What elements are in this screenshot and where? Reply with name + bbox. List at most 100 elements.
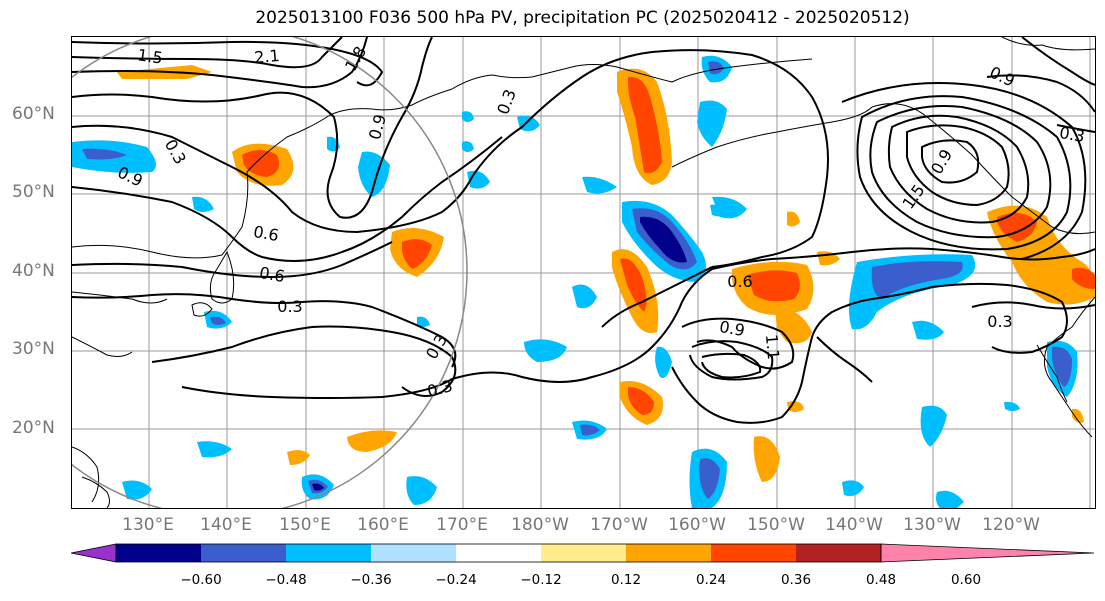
- shade-positive: [628, 76, 662, 174]
- shade-positive: [287, 450, 310, 465]
- latitude-label: 20°N: [12, 418, 55, 438]
- shade-positive: [402, 239, 432, 269]
- contour-label: 0.3: [1058, 123, 1086, 146]
- colorbar-tick-label: −0.24: [435, 572, 477, 588]
- colorbar-segment: [371, 544, 456, 562]
- colorbar-segment: [201, 544, 286, 562]
- colorbar-tick-label: 0.60: [950, 572, 982, 588]
- colorbar-segment: [796, 544, 881, 562]
- colorbar-tick-label: −0.48: [265, 572, 307, 588]
- contour-label: 0.3: [987, 312, 1012, 331]
- shade-positive: [1072, 267, 1095, 289]
- shade-negative: [462, 141, 474, 152]
- shade-positive: [1072, 408, 1084, 423]
- pv-contours: [72, 37, 1095, 424]
- shade-positive: [787, 211, 800, 227]
- shade-negative: [122, 480, 152, 500]
- colorbar-outline: [115, 543, 882, 563]
- contour-label: 0.3: [161, 136, 190, 168]
- colorbar-segment: [116, 544, 201, 562]
- shade-negative: [640, 216, 687, 263]
- colorbar-tick-label: 0.12: [610, 572, 642, 588]
- latitude-label: 60°N: [12, 104, 55, 124]
- longitude-label: 150°W: [747, 515, 805, 535]
- shade-negative: [871, 261, 963, 299]
- shade-negative: [1052, 346, 1072, 387]
- shade-negative: [312, 483, 324, 491]
- longitude-label: 160°W: [668, 515, 726, 535]
- shade-positive: [753, 436, 780, 482]
- colorbar-tick-label: −0.60: [180, 572, 222, 588]
- longitude-label: 130°E: [122, 515, 174, 535]
- latitude-label: 30°N: [12, 339, 55, 359]
- colorbar-arrow-low: [71, 543, 117, 563]
- contour-label: 0.9: [987, 63, 1018, 91]
- colorbar-arrow-high: [880, 543, 1094, 563]
- longitude-label: 170°E: [436, 515, 488, 535]
- shade-negative: [358, 151, 390, 197]
- shade-negative: [1004, 401, 1020, 411]
- colorbar-tick-label: 0.24: [695, 572, 727, 588]
- colorbar-tick-label: 0.36: [780, 572, 812, 588]
- contour-label: 0.3: [277, 297, 302, 316]
- colorbar-segment: [626, 544, 711, 562]
- shade-negative: [192, 196, 214, 212]
- contour-label: 1.5: [136, 45, 164, 67]
- longitude-label: 120°W: [982, 515, 1040, 535]
- contour-label: 0.6: [258, 263, 286, 286]
- shade-positive: [242, 150, 280, 177]
- longitude-label: 150°E: [279, 515, 331, 535]
- shade-negative: [524, 339, 567, 362]
- contour-label: 1.8: [341, 43, 370, 75]
- shade-positive: [628, 387, 654, 415]
- shade-negative: [697, 100, 727, 147]
- contour-label: 0.9: [927, 146, 956, 178]
- shade-negative: [699, 458, 720, 499]
- shade-positive: [747, 270, 800, 302]
- colorbar-segment: [711, 544, 796, 562]
- shade-positive: [787, 401, 804, 412]
- colorbar: [71, 543, 1094, 563]
- contour-label: 0.6: [252, 222, 280, 245]
- longitude-label: 130°W: [903, 515, 961, 535]
- shade-negative: [210, 316, 226, 325]
- shade-negative: [580, 424, 600, 436]
- latitude-label: 50°N: [12, 182, 55, 202]
- longitude-label: 170°W: [590, 515, 648, 535]
- shade-negative: [572, 284, 597, 309]
- latitude-label: 40°N: [12, 261, 55, 281]
- contour-label: 0.9: [718, 317, 746, 340]
- contour-label: 2.1: [253, 46, 280, 67]
- shade-negative: [936, 490, 964, 508]
- great-circle-outline: [72, 37, 468, 508]
- map-title: 2025013100 F036 500 hPa PV, precipitatio…: [255, 8, 910, 28]
- shade-negative: [710, 204, 730, 217]
- shade-negative: [417, 316, 430, 327]
- longitude-label: 160°E: [357, 515, 409, 535]
- shade-negative: [708, 61, 724, 75]
- precipitation-shading: [72, 55, 1095, 508]
- contour-label: 0.3: [493, 87, 520, 117]
- map-panel: 1.5 2.1 1.8 0.9 0.3 0.3 0.9 0.6 0.6 0.3 0.3 0.3 0.6 0…: [71, 36, 1096, 509]
- colorbar-segment: [286, 544, 371, 562]
- longitude-label: 140°W: [825, 515, 883, 535]
- map-canvas: 1.5 2.1 1.8 0.9 0.3 0.3 0.9 0.6 0.6 0.3 0.3 0.3 0.6 0…: [72, 37, 1095, 508]
- shade-positive: [347, 430, 397, 452]
- shade-positive: [620, 258, 647, 312]
- shade-negative: [197, 441, 232, 458]
- longitude-label: 140°E: [200, 515, 252, 535]
- shade-negative: [655, 346, 672, 378]
- colorbar-tick-label: −0.36: [350, 572, 392, 588]
- colorbar-segment: [541, 544, 626, 562]
- shade-negative: [406, 476, 437, 505]
- contour-label: 0.3: [422, 331, 451, 363]
- contour-label: 0.3: [425, 376, 455, 401]
- shade-negative: [842, 480, 864, 496]
- contour-label: 0.6: [727, 272, 752, 291]
- shade-negative: [920, 405, 947, 447]
- longitude-label: 180°W: [511, 515, 569, 535]
- shade-negative: [82, 148, 127, 160]
- contour-label: 0.9: [365, 112, 390, 142]
- shade-negative: [462, 111, 474, 122]
- shade-negative: [912, 320, 944, 340]
